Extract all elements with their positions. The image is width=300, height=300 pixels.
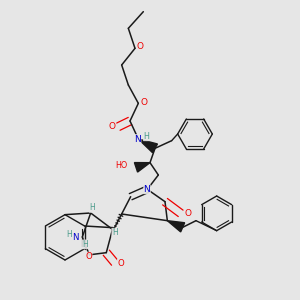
Text: O: O [137,43,144,52]
Text: O: O [141,98,148,107]
Text: O: O [117,259,124,268]
Text: H: H [112,228,118,237]
Text: H: H [82,240,88,249]
Text: H: H [66,230,72,239]
Text: H: H [89,203,95,212]
Polygon shape [167,221,185,232]
Text: O: O [85,252,92,261]
Text: H: H [143,132,149,141]
Polygon shape [134,163,150,172]
Text: N: N [72,233,78,242]
Text: O: O [109,122,116,131]
Text: N: N [134,134,141,143]
Text: N: N [144,185,150,194]
Polygon shape [138,139,158,153]
Text: HO: HO [116,161,128,170]
Text: O: O [184,209,191,218]
